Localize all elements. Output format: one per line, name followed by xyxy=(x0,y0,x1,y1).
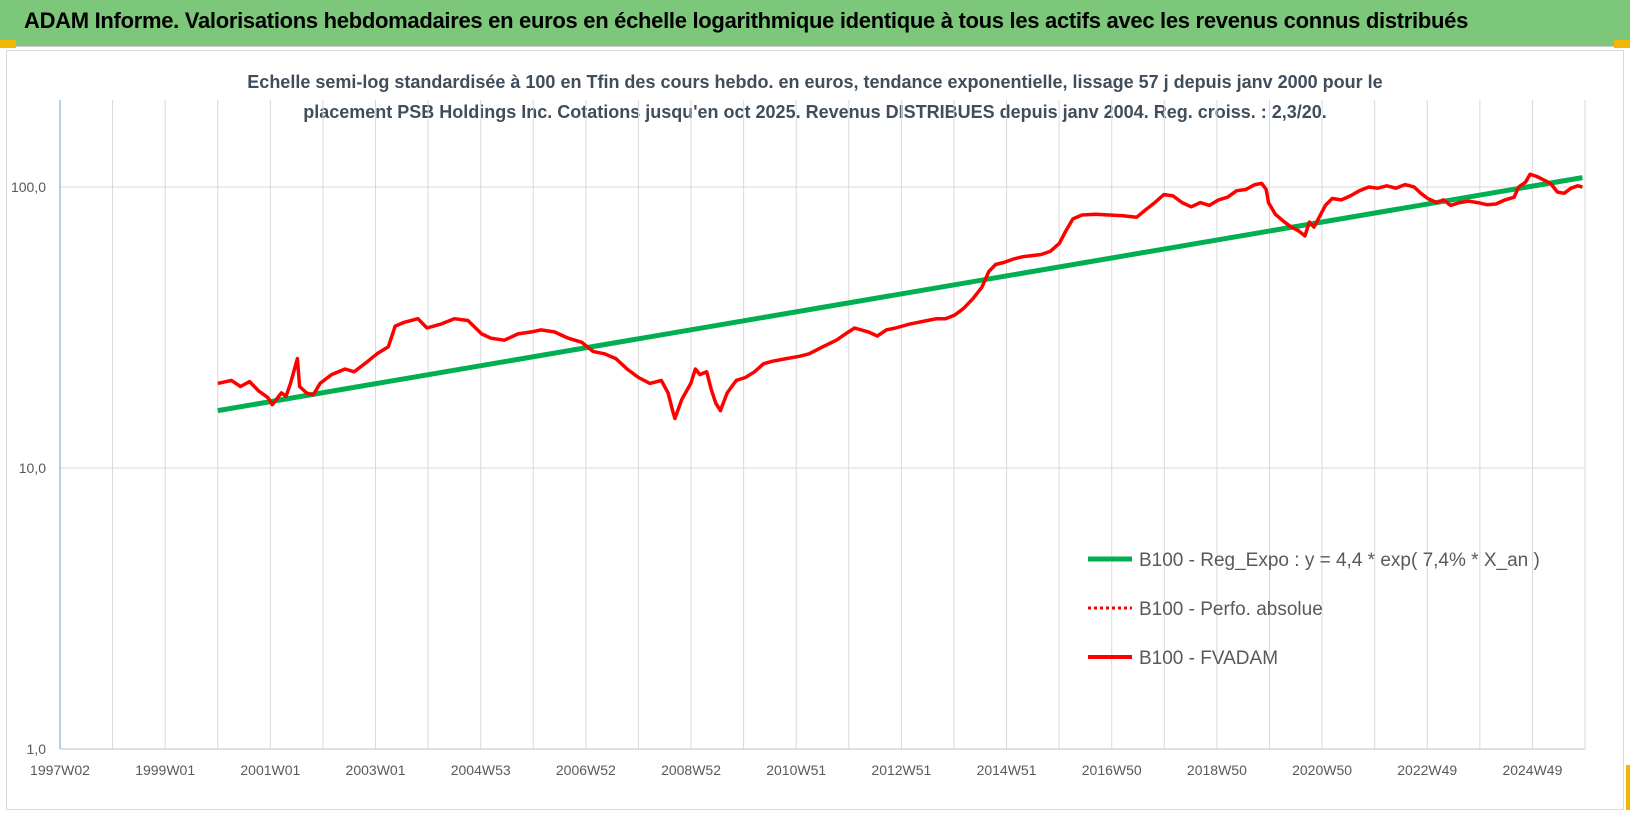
x-tick-label: 2001W01 xyxy=(240,762,300,778)
legend-layer: B100 - Reg_Expo : y = 4,4 * exp( 7,4% * … xyxy=(1088,550,1540,669)
corner-marker-bottom-right xyxy=(1626,765,1630,810)
grid-layer xyxy=(59,100,1586,750)
legend-label: B100 - FVADAM xyxy=(1139,648,1278,669)
header-banner: ADAM Informe. Valorisations hebdomadaire… xyxy=(0,0,1630,47)
y-tick-label: 10,0 xyxy=(19,460,46,476)
x-tick-label: 2024W49 xyxy=(1502,762,1562,778)
x-tick-label: 1997W02 xyxy=(30,762,90,778)
corner-marker-right xyxy=(1614,40,1630,48)
x-tick-label: 2020W50 xyxy=(1292,762,1352,778)
page-title: ADAM Informe. Valorisations hebdomadaire… xyxy=(24,8,1469,33)
series-reg-expo-line xyxy=(217,175,1583,414)
axes-layer: 1,0 10,0 100,0 1997W02 1999W01 2001W01 2003W01… xyxy=(11,100,1585,778)
x-tick-label: 2008W52 xyxy=(661,762,721,778)
series-fvadam-line xyxy=(217,172,1583,421)
x-tick-label: 2003W01 xyxy=(346,762,406,778)
x-tick-label: 2012W51 xyxy=(871,762,931,778)
x-tick-label: 2014W51 xyxy=(977,762,1037,778)
legend-label: B100 - Perfo. absolue xyxy=(1139,599,1323,620)
x-tick-label: 2010W51 xyxy=(766,762,826,778)
x-tick-label: 1999W01 xyxy=(135,762,195,778)
x-tick-label: 2018W50 xyxy=(1187,762,1247,778)
x-tick-label: 2016W50 xyxy=(1082,762,1142,778)
corner-marker-left xyxy=(0,40,16,48)
x-tick-label: 2006W52 xyxy=(556,762,616,778)
x-tick-label: 2022W49 xyxy=(1397,762,1457,778)
chart-title-line-1: Echelle semi-log standardisée à 100 en T… xyxy=(247,72,1383,92)
x-tick-label: 2004W53 xyxy=(451,762,511,778)
chart-frame xyxy=(6,50,1624,810)
y-tick-label: 1,0 xyxy=(27,741,47,757)
series-layer xyxy=(217,172,1583,421)
chart-title-line-2: placement PSB Holdings Inc. Cotations ju… xyxy=(303,102,1327,122)
y-tick-label: 100,0 xyxy=(11,179,46,195)
legend-label: B100 - Reg_Expo : y = 4,4 * exp( 7,4% * … xyxy=(1139,550,1540,571)
